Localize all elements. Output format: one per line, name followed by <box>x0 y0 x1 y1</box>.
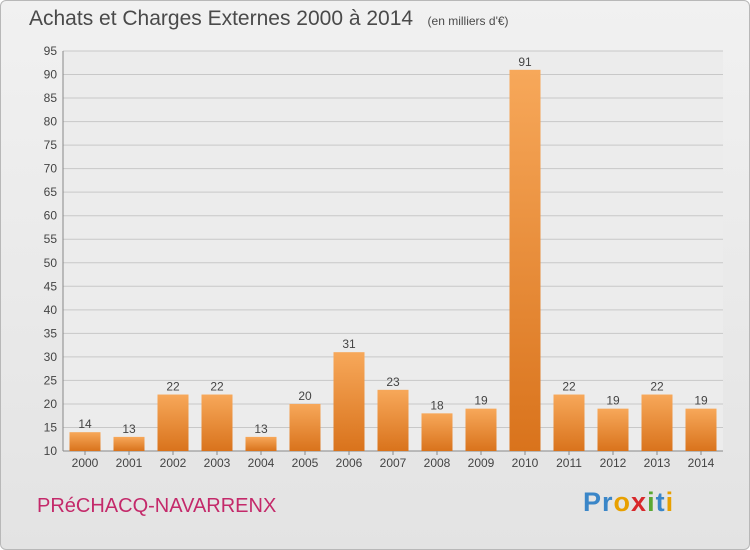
y-tick-label: 45 <box>44 279 58 293</box>
logo-letter: x <box>631 487 648 517</box>
bar <box>421 413 453 451</box>
logo-letter: t <box>655 487 666 517</box>
bar-value-label: 19 <box>694 394 708 408</box>
bar-value-label: 31 <box>342 337 356 351</box>
y-tick-label: 90 <box>44 68 58 82</box>
plot-area <box>63 51 723 451</box>
x-tick-label: 2001 <box>116 456 143 470</box>
logo-letter: i <box>647 487 656 517</box>
bar <box>377 389 409 451</box>
y-tick-label: 60 <box>44 209 58 223</box>
x-tick-label: 2003 <box>204 456 231 470</box>
y-tick-label: 50 <box>44 256 58 270</box>
bar <box>113 436 145 451</box>
y-tick-label: 70 <box>44 162 58 176</box>
y-tick-label: 35 <box>44 326 58 340</box>
x-tick-label: 2012 <box>600 456 627 470</box>
bar <box>157 394 189 451</box>
y-tick-label: 85 <box>44 91 58 105</box>
y-tick-label: 75 <box>44 138 58 152</box>
bar <box>69 432 101 451</box>
x-tick-label: 2000 <box>72 456 99 470</box>
bar-value-label: 22 <box>650 380 664 394</box>
bar <box>641 394 673 451</box>
logo-letter: r <box>602 487 614 517</box>
x-tick-label: 2007 <box>380 456 407 470</box>
x-tick-label: 2004 <box>248 456 275 470</box>
bar-value-label: 22 <box>166 380 180 394</box>
bar-value-label: 23 <box>386 375 400 389</box>
bar <box>685 408 717 451</box>
x-tick-label: 2013 <box>644 456 671 470</box>
x-tick-label: 2010 <box>512 456 539 470</box>
bar-value-label: 22 <box>210 380 224 394</box>
bar-value-label: 22 <box>562 380 576 394</box>
y-tick-label: 20 <box>44 397 58 411</box>
logo-letter: P <box>583 487 603 517</box>
bar-value-label: 18 <box>430 398 444 412</box>
y-tick-label: 40 <box>44 303 58 317</box>
bar <box>333 352 365 451</box>
bar-value-label: 19 <box>474 394 488 408</box>
x-tick-label: 2002 <box>160 456 187 470</box>
x-tick-label: 2005 <box>292 456 319 470</box>
y-tick-label: 55 <box>44 232 58 246</box>
logo-letter: i <box>665 487 675 517</box>
chart-title: Achats et Charges Externes 2000 à 2014 <box>29 7 414 30</box>
x-tick-label: 2008 <box>424 456 451 470</box>
x-tick-label: 2009 <box>468 456 495 470</box>
y-tick-label: 15 <box>44 420 58 434</box>
x-tick-label: 2014 <box>688 456 715 470</box>
bar-value-label: 91 <box>518 55 532 69</box>
chart-unit: (en milliers d'€) <box>427 14 509 28</box>
x-tick-label: 2011 <box>556 456 582 470</box>
y-tick-label: 65 <box>44 185 58 199</box>
bar-value-label: 19 <box>606 394 620 408</box>
bar <box>597 408 629 451</box>
bar <box>509 69 541 451</box>
y-tick-label: 10 <box>44 444 58 458</box>
y-tick-label: 30 <box>44 350 58 364</box>
bar-value-label: 14 <box>78 417 92 431</box>
bar <box>465 408 497 451</box>
x-tick-label: 2006 <box>336 456 363 470</box>
y-tick-label: 25 <box>44 373 58 387</box>
bar-value-label: 13 <box>122 422 136 436</box>
proxiti-logo: Proxiti <box>583 487 674 518</box>
bar <box>201 394 233 451</box>
bar <box>245 436 277 451</box>
logo-letter: o <box>613 487 632 517</box>
title-row: Achats et Charges Externes 2000 à 2014 (… <box>29 7 509 31</box>
bar <box>553 394 585 451</box>
bar <box>289 403 321 451</box>
place-name: PRéCHACQ-NAVARRENX <box>37 495 277 517</box>
bar-value-label: 13 <box>254 422 268 436</box>
bar-value-label: 20 <box>298 389 312 403</box>
y-tick-label: 80 <box>44 115 58 129</box>
y-tick-label: 95 <box>44 44 58 58</box>
